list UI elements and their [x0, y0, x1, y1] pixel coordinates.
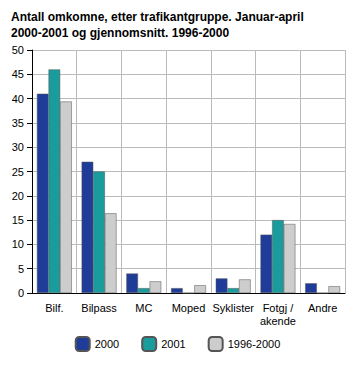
svg-text:10: 10 — [12, 238, 24, 250]
svg-text:Andre: Andre — [308, 302, 337, 314]
svg-text:0: 0 — [18, 287, 24, 299]
svg-text:15: 15 — [12, 214, 24, 226]
svg-text:35: 35 — [12, 117, 24, 129]
svg-text:2001: 2001 — [161, 338, 185, 350]
svg-text:45: 45 — [12, 68, 24, 80]
svg-text:Bilpass: Bilpass — [81, 302, 117, 314]
svg-text:30: 30 — [12, 141, 24, 153]
svg-text:Fotgj /: Fotgj / — [263, 302, 295, 314]
svg-text:40: 40 — [12, 93, 24, 105]
svg-text:Antall omkomne, etter trafikan: Antall omkomne, etter trafikantgruppe. J… — [11, 10, 304, 24]
svg-text:50: 50 — [12, 44, 24, 56]
svg-text:20: 20 — [12, 190, 24, 202]
svg-text:Moped: Moped — [172, 302, 206, 314]
svg-text:2000: 2000 — [95, 338, 119, 350]
svg-text:Bilf.: Bilf. — [45, 302, 63, 314]
svg-text:25: 25 — [12, 166, 24, 178]
svg-text:1996-2000: 1996-2000 — [228, 338, 281, 350]
svg-text:2000-2001 og gjennomsnitt. 199: 2000-2001 og gjennomsnitt. 1996-2000 — [11, 26, 229, 40]
svg-text:5: 5 — [18, 263, 24, 275]
svg-text:MC: MC — [135, 302, 152, 314]
svg-text:Syklister: Syklister — [212, 302, 254, 314]
svg-text:akende: akende — [260, 315, 296, 327]
